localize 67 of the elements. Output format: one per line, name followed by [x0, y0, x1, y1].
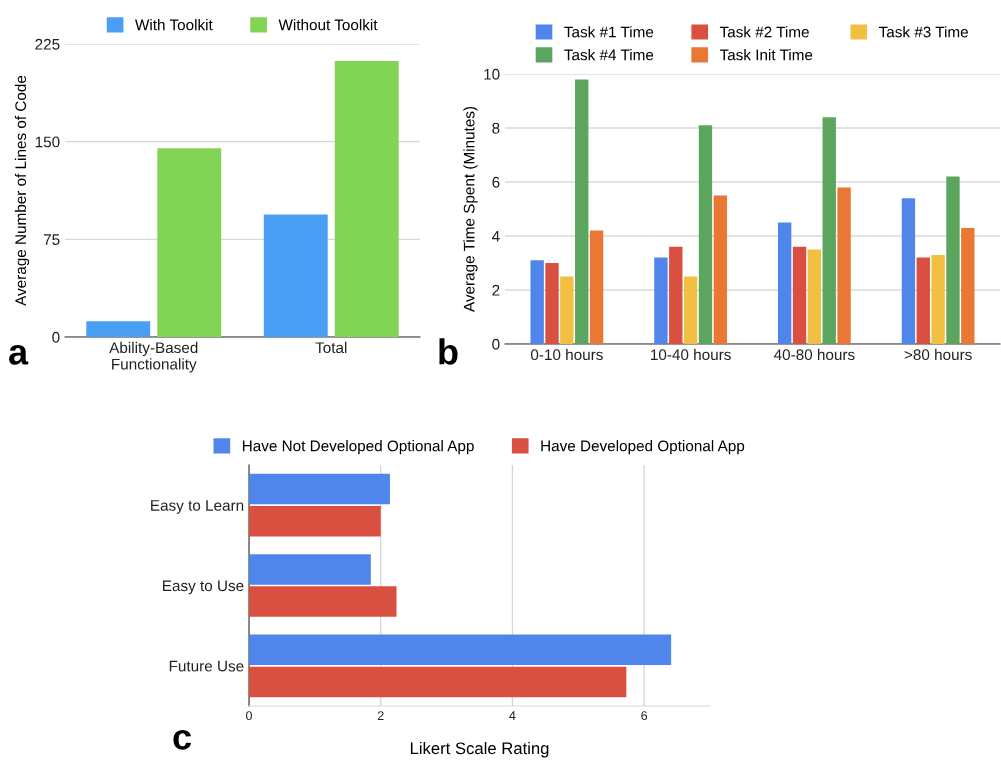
x-tick-label: 4	[509, 711, 516, 720]
legend-label: Have Developed Optional App	[541, 440, 745, 455]
bar	[334, 60, 399, 337]
x-tick-label: >80 hours	[904, 348, 972, 361]
bar	[961, 227, 975, 344]
bar	[901, 198, 916, 344]
bar	[589, 230, 604, 344]
y-axis-title: Average Time Spent (Minutes)	[463, 106, 478, 312]
y-tick-label: 225	[35, 38, 60, 50]
bar	[654, 257, 668, 344]
legend-label: Without Toolkit	[278, 19, 378, 31]
bar	[837, 187, 851, 344]
y-tick-label: 4	[491, 231, 500, 242]
bar	[249, 554, 371, 585]
bar	[249, 473, 390, 505]
y-axis-title: Average Number of Lines of Code	[14, 75, 30, 306]
y-tick-label: 8	[492, 122, 500, 134]
y-tick-label: Future Use	[169, 660, 244, 672]
bar	[777, 222, 792, 344]
legend-label: Have Not Developed Optional App	[242, 440, 474, 455]
legend-label: Task #4 Time	[564, 49, 654, 61]
bar	[545, 263, 559, 344]
bar	[575, 79, 589, 344]
x-tick-label: 2	[377, 711, 384, 720]
x-tick-label: 6	[641, 711, 648, 721]
bar	[560, 276, 574, 344]
y-tick-label: 0	[52, 331, 60, 343]
x-tick-label: 40-80 hours	[773, 348, 855, 361]
text: a	[9, 344, 29, 365]
legend-label: Task Init Time	[719, 49, 813, 61]
text: c	[173, 729, 192, 750]
bar	[792, 246, 807, 344]
x-tick-label: 0-10 hours	[530, 348, 603, 361]
x-axis-title: Likert Scale Rating	[410, 741, 549, 758]
legend-label: With Toolkit	[135, 19, 213, 31]
bar	[683, 276, 698, 344]
bar	[157, 148, 222, 337]
y-tick-label: 150	[35, 136, 60, 148]
x-tick-label: 10-40 hours	[651, 348, 731, 361]
bar	[249, 586, 397, 617]
legend-label: Task #3 Time	[878, 26, 968, 38]
x-tick-label: Ability-Based Functionality	[109, 341, 198, 373]
bar	[946, 176, 960, 344]
bar	[249, 634, 672, 666]
y-tick-label: 2	[492, 284, 500, 296]
y-tick-label: 75	[43, 234, 60, 246]
bar	[807, 249, 822, 344]
bar	[931, 254, 945, 344]
bar	[916, 257, 930, 344]
y-tick-label: Easy to Use	[163, 580, 244, 595]
y-tick-label: 6	[492, 176, 500, 188]
bar	[249, 505, 381, 537]
x-tick-label: Total	[315, 341, 347, 354]
bar	[698, 125, 713, 344]
y-tick-label: 10	[484, 68, 500, 80]
bar	[822, 117, 836, 344]
bar	[249, 666, 627, 698]
bar	[263, 214, 328, 337]
bar	[530, 260, 544, 344]
text: b	[439, 338, 458, 365]
bar	[669, 246, 683, 344]
legend-label: Task #2 Time	[719, 26, 809, 38]
bar	[86, 321, 151, 337]
legend-label: Task #1 Time	[564, 26, 654, 38]
x-tick-label: 0	[246, 711, 252, 721]
y-tick-label: Easy to Learn	[151, 500, 244, 514]
bar	[713, 195, 728, 344]
